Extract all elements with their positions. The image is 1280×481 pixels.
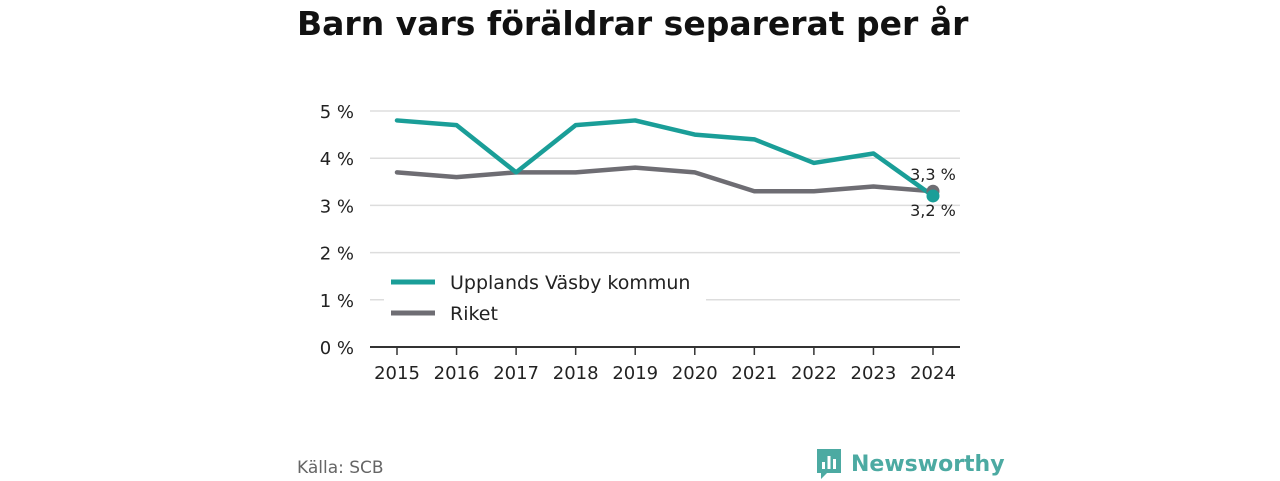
end-label-upplands: 3,2 % [910,201,956,220]
end-point-upplands [926,189,940,203]
x-tick-label: 2015 [374,363,420,384]
brand-logo: Newsworthy [815,447,1005,481]
series-line-upplands [394,118,936,199]
x-tick-label: 2022 [791,363,837,384]
x-tick-label: 2020 [672,363,718,384]
y-axis-ticks: 0 % 1 % 2 % 3 % 4 % 5 % [320,102,354,359]
y-tick-label: 3 % [320,196,354,217]
y-tick-label: 1 % [320,291,354,312]
x-tick-label: 2017 [493,363,539,384]
bar-chart-speech-bubble-icon [817,449,841,479]
y-tick-label: 0 % [320,338,354,359]
legend-background [384,262,706,330]
series-lines [394,118,936,199]
y-tick-label: 2 % [320,244,354,265]
legend: Upplands Väsby kommun Riket [384,262,706,330]
legend-label-upplands: Upplands Väsby kommun [450,272,690,294]
x-tick-label: 2018 [553,363,599,384]
end-label-riket: 3,3 % [910,165,956,184]
y-tick-label: 4 % [320,149,354,170]
x-tick-label: 2016 [434,363,480,384]
series-line-riket [394,165,936,194]
x-tick-label: 2024 [910,363,956,384]
end-points [926,184,940,203]
brand-name: Newsworthy [851,451,1005,477]
x-axis-ticks: 2015 2016 2017 2018 2019 2020 2021 2022 2023 2024 [374,347,956,384]
line-chart: 0 %1 %2 %3 %4 %5 % 2015 2016 2017 2018 2019 2… [320,102,960,384]
chart-title: Barn vars föräldrar separerat per år [297,4,969,43]
x-tick-label: 2019 [612,363,658,384]
y-tick-label: 5 % [320,102,354,123]
legend-label-riket: Riket [450,303,498,325]
x-tick-label: 2023 [851,363,897,384]
source-note: Källa: SCB [297,458,384,478]
x-tick-label: 2021 [731,363,777,384]
